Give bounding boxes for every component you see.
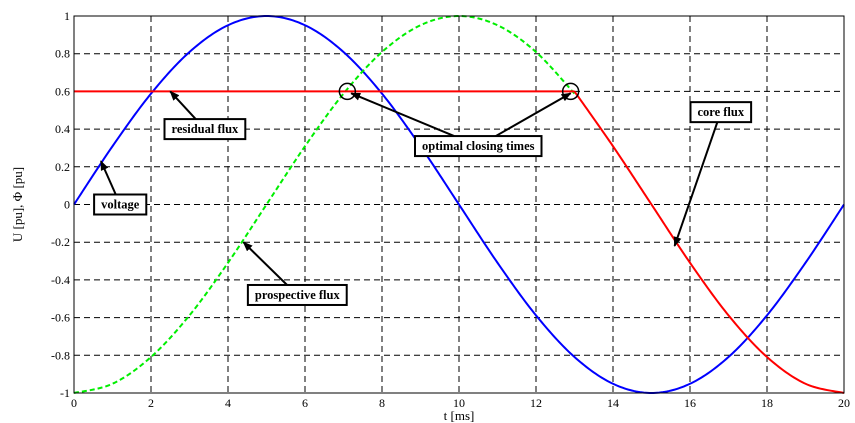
y-tick-label: 0.8	[55, 47, 70, 61]
annotation-label: residual flux	[172, 122, 240, 136]
x-tick-label: 10	[453, 396, 465, 410]
annotations: voltage residual flux optimal closing time…	[93, 90, 753, 306]
annotation-box	[414, 135, 543, 158]
x-tick-label: 0	[71, 396, 77, 410]
y-tick-label: -0.6	[51, 311, 70, 325]
x-tick-label: 2	[148, 396, 154, 410]
annotation-arrow	[169, 90, 197, 120]
tick-labels: 0 2 4 6 8 10 12 14 16 18 20 -1 -0.8 -0.6 -0.4 -0.2 0 0.2 0…	[51, 9, 850, 410]
x-tick-label: 6	[302, 396, 308, 410]
annotation-arrow	[350, 92, 455, 137]
x-axis-label: t [ms]	[444, 408, 475, 423]
annotation-label: voltage	[101, 198, 140, 212]
annotation-label: prospective flux	[255, 288, 341, 302]
x-tick-label: 20	[838, 396, 850, 410]
y-tick-label: -1	[60, 386, 70, 400]
y-tick-label: 0	[64, 198, 70, 212]
x-tick-label: 16	[684, 396, 696, 410]
annotation-arrow	[242, 241, 288, 286]
annotation-box	[689, 101, 753, 124]
y-tick-label: -0.4	[51, 273, 70, 287]
annotation-arrow	[100, 160, 117, 195]
annotation-label: core flux	[697, 105, 744, 119]
annotation-arrow	[673, 121, 719, 247]
series-lines	[73, 14, 845, 395]
series-line-core-flux	[573, 90, 845, 394]
x-tick-label: 12	[530, 396, 542, 410]
annotation-box	[246, 283, 348, 306]
y-tick-label: 0.6	[55, 84, 70, 98]
y-axis-label: U [pu], Φ [pu]	[10, 167, 25, 242]
annotation-label: optimal closing times	[422, 139, 535, 153]
y-tick-label: 0.2	[55, 160, 70, 174]
x-tick-label: 4	[225, 396, 231, 410]
y-tick-label: -0.2	[51, 235, 70, 249]
y-tick-label: 1	[64, 9, 70, 23]
x-tick-label: 8	[379, 396, 385, 410]
annotation-core-flux: core flux	[673, 101, 753, 247]
closing-time-marker	[338, 82, 357, 101]
annotation-box	[93, 193, 148, 216]
x-tick-label: 14	[607, 396, 619, 410]
y-tick-label: 0.4	[55, 122, 70, 136]
annotation-prospective-flux: prospective flux	[242, 241, 348, 306]
annotation-residual-flux: residual flux	[163, 90, 247, 141]
series-line-voltage	[73, 14, 845, 395]
plot-frame	[73, 15, 845, 394]
y-tick-label: -0.8	[51, 348, 70, 362]
x-tick-label: 18	[761, 396, 773, 410]
grid	[74, 16, 844, 393]
annotation-optimal-closing-times: optimal closing times	[350, 92, 572, 158]
annotation-arrow	[495, 92, 572, 137]
annotation-voltage: voltage	[93, 160, 148, 216]
annotation-box	[163, 118, 247, 141]
